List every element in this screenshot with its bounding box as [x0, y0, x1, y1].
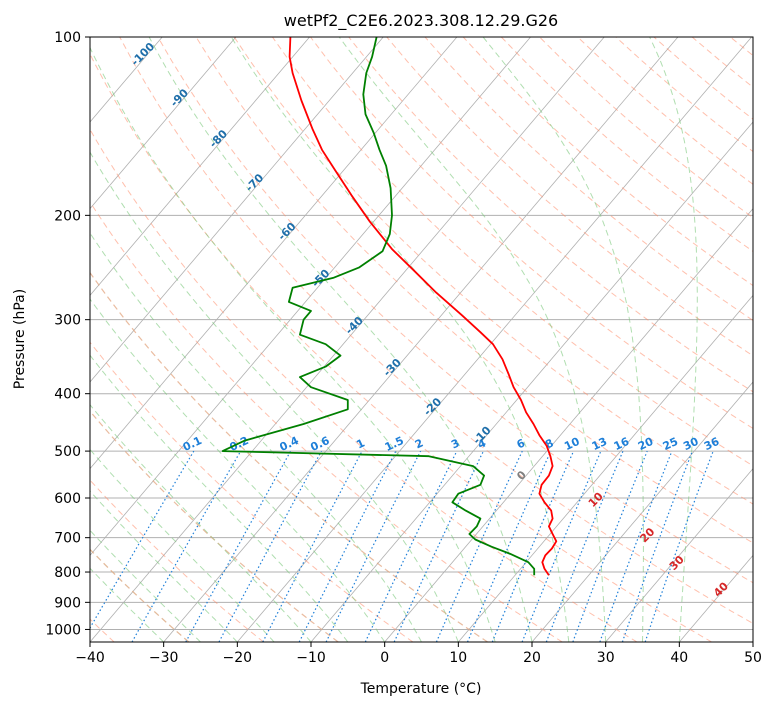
- x-tick-label: −30: [149, 650, 179, 666]
- x-tick-label: 0: [380, 650, 389, 666]
- y-tick-label: 1000: [45, 622, 81, 638]
- x-tick-label: 40: [670, 650, 688, 666]
- axes: −40 −30 −20 −10 0 10 20 30 40 50 100 200 300 400 500 60…: [45, 30, 762, 666]
- mixing-ratio-line: [325, 450, 422, 642]
- moist-adiabat-line: [482, 37, 644, 642]
- profile-series: [221, 37, 558, 576]
- dry-adiabat-line: [310, 37, 753, 430]
- x-tick-label: 10: [449, 650, 467, 666]
- dry-adiabat-line: [195, 37, 753, 544]
- dry-adiabat-line: [90, 201, 563, 642]
- tan-curve: [90, 271, 488, 642]
- isotherm-line: [90, 37, 531, 556]
- chart-title: wetPf2_C2E6.2023.308.12.29.G26: [284, 11, 558, 31]
- moist-adiabat-line: [148, 37, 533, 642]
- mixing-ratio-line: [185, 450, 292, 642]
- dry-adiabat-line: [462, 37, 753, 287]
- moist-adiabat-line: [649, 37, 698, 642]
- y-tick-label: 600: [54, 491, 81, 507]
- x-tick-label: 50: [744, 650, 762, 666]
- mixing-ratio-line: [644, 450, 714, 642]
- dry-adiabat-line: [233, 37, 753, 505]
- mixing-ratio-label: 13: [590, 435, 609, 453]
- moist-adiabat-line: [338, 37, 607, 642]
- mixing-ratio-label: 10: [562, 435, 582, 453]
- x-tick-label: 20: [523, 650, 541, 666]
- plot-area: [90, 37, 753, 642]
- isotherm-line: [458, 294, 753, 642]
- mixing-ratio-line: [435, 450, 523, 642]
- background-lines: [90, 37, 753, 642]
- isotherm-line: [531, 381, 753, 642]
- y-tick-label: 800: [54, 565, 81, 581]
- x-tick-label: −10: [296, 650, 326, 666]
- isotherm-line: [163, 37, 679, 642]
- mixing-ratio-label: 36: [702, 435, 722, 453]
- x-tick-label: −20: [223, 650, 253, 666]
- dry-adiabat-line: [271, 37, 753, 467]
- mixing-ratio-label: 20: [636, 435, 656, 453]
- x-axis-label: Temperature (°C): [360, 681, 482, 697]
- dry-adiabat-line: [119, 37, 753, 624]
- x-tick-label: −40: [75, 650, 105, 666]
- dry-adiabat-line: [157, 37, 753, 584]
- moist-adiabat-line: [90, 298, 386, 642]
- isotherm-line: [90, 37, 237, 210]
- mixing-ratio-label: 30: [681, 435, 701, 453]
- plot-frame: [89, 36, 754, 643]
- temperature-line: [288, 37, 558, 576]
- moist-adiabat-line: [90, 151, 459, 642]
- mixing-ratio-line: [466, 450, 552, 642]
- y-tick-label: 200: [54, 208, 81, 224]
- isotherm-line: [90, 37, 384, 383]
- dry-adiabat-line: [90, 341, 414, 642]
- isotherm-line: [237, 37, 752, 642]
- mixing-ratio-line: [621, 450, 693, 642]
- mixing-ratio-line: [599, 450, 673, 642]
- dewpoint-line: [221, 37, 536, 576]
- dry-adiabat-line: [90, 479, 264, 642]
- mixing-ratio-line: [521, 450, 602, 642]
- isotherm-line: [90, 37, 458, 470]
- y-tick-label: 400: [54, 387, 81, 403]
- y-tick-label: 500: [54, 444, 81, 460]
- mixing-ratio-label: 25: [661, 435, 680, 453]
- y-tick-label: 700: [54, 531, 81, 547]
- mixing-ratio-label: 16: [612, 435, 632, 453]
- mixing-ratio-line: [545, 450, 624, 642]
- moist-adiabat-line: [90, 354, 349, 642]
- moist-adiabat-line: [230, 37, 570, 642]
- isotherm-line: [605, 468, 753, 642]
- mixing-ratio-line: [218, 450, 323, 642]
- y-tick-label: 100: [54, 30, 81, 46]
- moist-adiabat-line: [90, 232, 422, 642]
- tan-curve: [90, 548, 190, 642]
- y-axis-label: Pressure (hPa): [12, 289, 28, 389]
- moist-adiabat-line: [90, 46, 496, 642]
- y-tick-label: 900: [54, 595, 81, 611]
- y-tick-label: 300: [54, 313, 81, 329]
- mixing-ratio-line: [491, 450, 575, 642]
- isotherm-line: [90, 37, 310, 296]
- mixing-ratio-line: [572, 450, 648, 642]
- dry-adiabat-line: [90, 271, 488, 642]
- dry-adiabat-line: [90, 128, 638, 642]
- mixing-ratio-line: [298, 450, 397, 642]
- isotherm-line: [384, 208, 753, 642]
- moist-adiabat-line: [90, 403, 312, 642]
- x-tick-label: 30: [597, 650, 615, 666]
- dry-adiabat-line: [348, 37, 753, 393]
